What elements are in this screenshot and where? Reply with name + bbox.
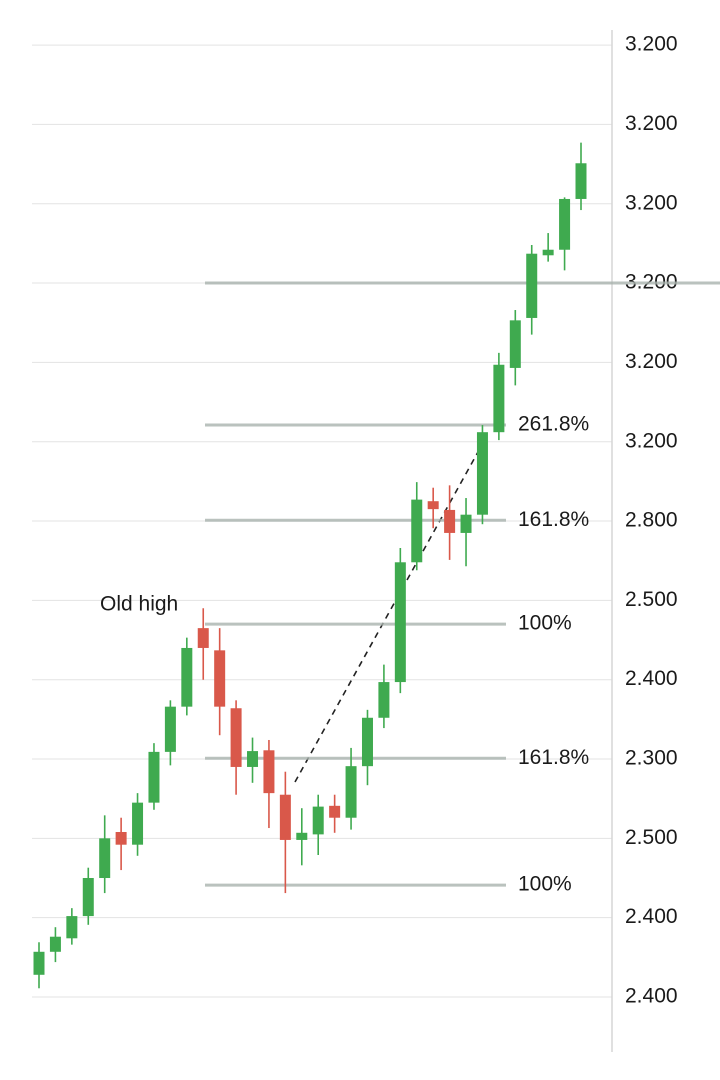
candle-body — [476, 432, 488, 515]
candle-body — [427, 501, 439, 510]
candle-body — [148, 751, 160, 803]
fib-label: 261.8% — [518, 413, 589, 436]
y-tick-label: 2.800 — [625, 509, 678, 532]
candle-body — [230, 708, 242, 767]
candle-body — [49, 936, 61, 952]
candle-body — [575, 163, 587, 199]
y-tick-label: 3.200 — [625, 191, 678, 214]
y-tick-label: 3.200 — [625, 33, 678, 56]
candle-body — [263, 750, 275, 794]
candle-body — [181, 647, 193, 707]
candle-body — [164, 706, 176, 752]
trend-line — [294, 451, 479, 783]
candle-body — [33, 951, 45, 975]
candle-body — [312, 806, 324, 835]
y-tick-label: 2.500 — [625, 826, 678, 849]
fib-label: 161.8% — [518, 508, 589, 531]
candle-body — [411, 499, 423, 563]
y-tick-label: 2.400 — [625, 667, 678, 690]
candle-body — [542, 249, 554, 256]
y-tick-label: 2.400 — [625, 985, 678, 1008]
y-tick-label: 2.500 — [625, 588, 678, 611]
candle-body — [394, 562, 406, 683]
candle-body — [296, 832, 308, 840]
candle-body — [214, 650, 226, 707]
y-tick-label: 3.200 — [625, 112, 678, 135]
candle-body — [361, 717, 373, 767]
y-tick-label: 3.200 — [625, 350, 678, 373]
candle-body — [197, 628, 209, 648]
candle-body — [444, 509, 456, 533]
candle-body — [279, 794, 291, 840]
y-tick-label: 2.400 — [625, 905, 678, 928]
candle-body — [378, 682, 390, 718]
candle-body — [526, 253, 538, 318]
candle-body — [345, 766, 357, 818]
candle-body — [132, 802, 144, 845]
y-tick-label: 3.200 — [625, 429, 678, 452]
y-tick-label: 2.300 — [625, 747, 678, 770]
candle-body — [82, 878, 94, 917]
candle-body — [493, 364, 505, 433]
candle-body — [329, 805, 341, 818]
fib-label: 100% — [518, 873, 572, 896]
annotation: Old high — [100, 593, 178, 616]
candle-body — [66, 916, 78, 939]
fib-label: 100% — [518, 612, 572, 635]
candle-body — [115, 832, 127, 845]
candle-body — [247, 751, 259, 767]
candle-body — [509, 320, 521, 368]
candle-body — [99, 838, 111, 879]
candle-body — [460, 514, 472, 533]
fib-label: 161.8% — [518, 746, 589, 769]
candle-body — [559, 198, 571, 250]
